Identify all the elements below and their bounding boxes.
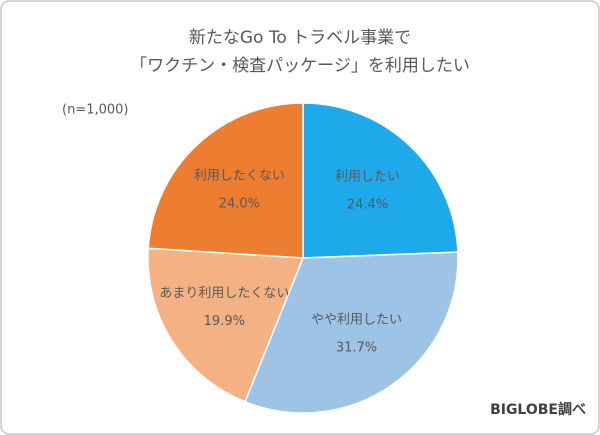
pie-slice [244,251,459,414]
slice-category: やや利用したい [311,313,402,328]
slice-category: あまり利用したくない [159,286,289,301]
chart-title: 新たなGo To トラベル事業で [189,28,411,48]
data-label: 19.9% [204,314,245,329]
chart-title: 「ワクチン・検査パッケージ」を利用したい [130,56,470,76]
pie-slice [147,247,305,403]
annotation: (n=1,000) [62,103,129,118]
source: BIGLOBE調べ [490,401,586,418]
slice-category: 利用したくない [194,169,285,184]
data-label: 24.4% [347,198,388,213]
data-label: 31.7% [336,341,377,356]
slice-category: 利用したい [335,170,400,185]
data-label: 24.0% [219,197,260,212]
pie-slice [302,102,459,259]
pie-slice [147,102,304,259]
